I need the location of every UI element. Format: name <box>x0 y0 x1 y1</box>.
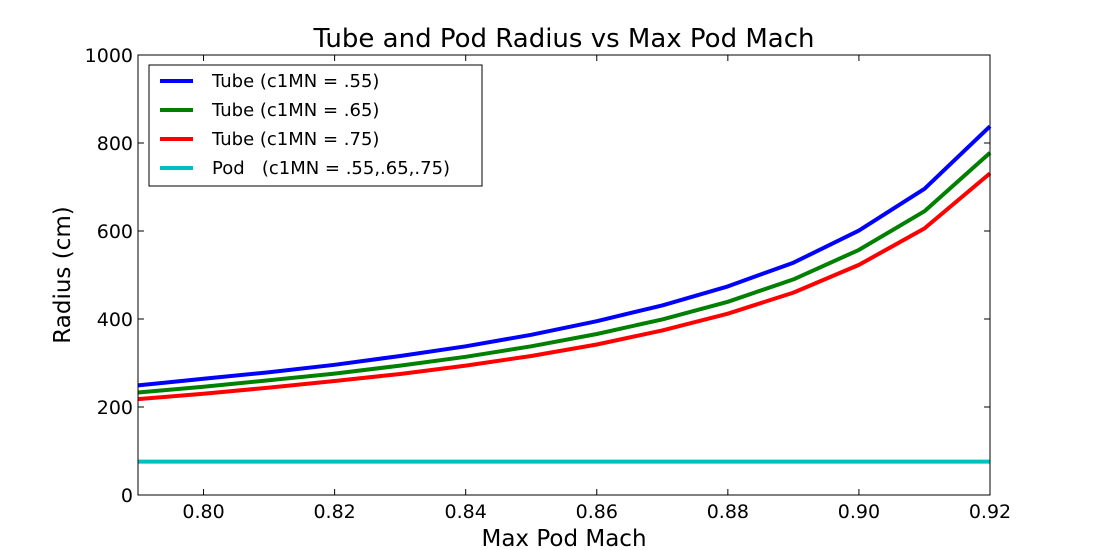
series-line-3 <box>137 171 992 402</box>
y-tick-label: 400 <box>97 309 133 331</box>
legend: Tube (c1MN = .55) Tube (c1MN = .65) Tube (… <box>148 64 483 187</box>
x-tick-label: 0.88 <box>707 501 749 523</box>
legend-label-1: Tube (c1MN = .55) <box>211 71 379 92</box>
x-tick-label: 0.84 <box>445 501 487 523</box>
y-tick-label: 1000 <box>85 45 133 67</box>
y-axis-title: Radius (cm) <box>50 206 76 343</box>
x-tick-label: 0.82 <box>313 501 355 523</box>
legend-label-2: Tube (c1MN = .65) <box>211 100 379 121</box>
series-line-1 <box>137 124 992 388</box>
y-tick-label: 600 <box>97 221 133 243</box>
x-tick-label: 0.92 <box>969 501 1011 523</box>
chart-title: Tube and Pod Radius vs Max Pod Mach <box>312 24 814 54</box>
y-tick-label: 800 <box>97 133 133 155</box>
legend-frame <box>148 64 483 187</box>
series-lines <box>137 124 992 464</box>
axis-ticks: 0.80 0.82 0.84 0.86 0.88 0.90 0.92 0 200 400 600 80… <box>85 45 1012 523</box>
y-tick-label: 200 <box>97 397 133 419</box>
x-tick-label: 0.90 <box>838 501 880 523</box>
plot-frame <box>137 54 991 496</box>
x-tick-label: 0.86 <box>576 501 618 523</box>
y-tick-label: 0 <box>121 485 133 507</box>
legend-label-4: Pod (c1MN = .55,.65,.75) <box>212 158 450 179</box>
series-line-2 <box>137 151 992 395</box>
legend-label-3: Tube (c1MN = .75) <box>211 129 379 150</box>
x-tick-label: 0.80 <box>182 501 224 523</box>
x-axis-title: Max Pod Mach <box>481 526 646 550</box>
